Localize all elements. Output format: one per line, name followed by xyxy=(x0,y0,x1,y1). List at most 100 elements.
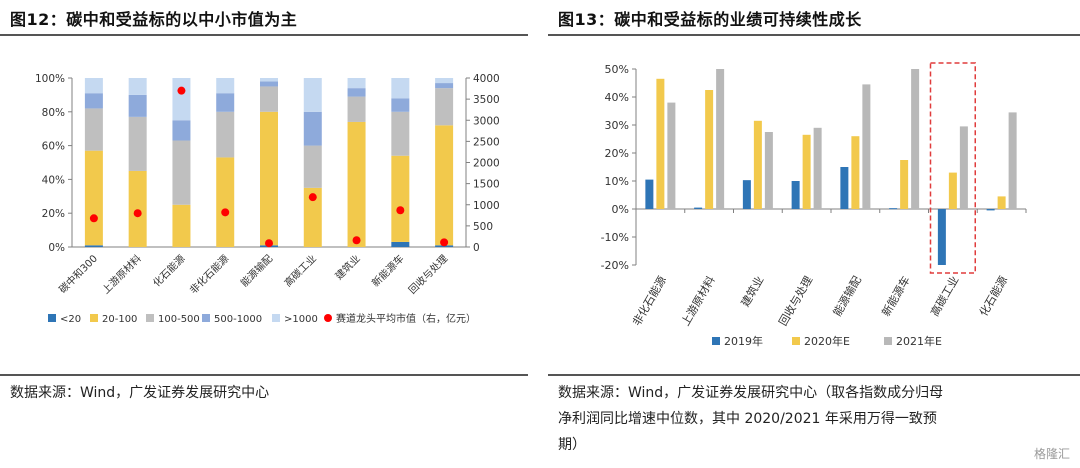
highlight-box xyxy=(929,62,976,274)
y-right-tick-label: 1000 xyxy=(473,200,500,212)
y-right-tick-label: 3500 xyxy=(473,94,500,106)
leader-market-cap-dot xyxy=(396,206,405,215)
bar-segment xyxy=(303,145,322,188)
legend-swatch xyxy=(712,337,720,345)
figure-13-source-line: 数据来源：Wind，广发证券发展研究中心（取各指数成分归母 xyxy=(558,385,944,401)
y-tick-label: -20% xyxy=(601,259,629,272)
earnings-growth-chart: -20% -10% 0% 10% 20% 30% 40% 50% 非化石能源 上游原材料 建筑业 回收… xyxy=(601,62,1027,348)
legend-label: 500-1000 xyxy=(214,314,262,325)
y-tick-label: 10% xyxy=(605,175,629,188)
bar-s2021 xyxy=(862,84,871,209)
bar-s2020 xyxy=(705,90,714,209)
bar-segment xyxy=(172,120,191,141)
bar-s2021 xyxy=(1008,112,1017,209)
bar-segment xyxy=(303,111,322,146)
x-tick-label: 上游原材料 xyxy=(99,252,144,297)
legend-swatch xyxy=(146,314,154,322)
bar-segment xyxy=(84,150,103,246)
x-tick-label: 高碳工业 xyxy=(927,274,961,319)
legend-label: 赛道龙头平均市值（右，亿元） xyxy=(336,312,476,325)
x-tick-label: 新能源车 xyxy=(879,274,913,319)
figure-12-panel: 图12：碳中和受益标的以中小市值为主 0% 20% 40% 60% 80% 100% 0 50… xyxy=(0,0,528,468)
y-right-tick-label: 2000 xyxy=(473,158,500,170)
bar-segment xyxy=(435,125,454,246)
y-tick-label: 0% xyxy=(48,242,65,254)
x-tick-label: 化石能源 xyxy=(976,274,1010,319)
leader-market-cap-dot xyxy=(352,236,361,245)
leader-market-cap-dot xyxy=(221,208,230,217)
leader-market-cap-dot xyxy=(308,193,317,202)
bar-segment xyxy=(128,78,147,95)
bar-s2020 xyxy=(851,136,860,209)
bar-s2021 xyxy=(959,126,968,209)
bar-s2019 xyxy=(986,209,995,211)
y-right-tick-label: 3000 xyxy=(473,115,500,127)
figure-12-top-rule xyxy=(0,34,528,36)
bar-s2021 xyxy=(813,127,822,209)
y-right-tick-label: 1500 xyxy=(473,179,500,191)
leader-market-cap-dot xyxy=(89,214,98,223)
bar-segment xyxy=(128,116,147,171)
x-tick-label: 新能源车 xyxy=(369,252,406,289)
bar-s2019 xyxy=(791,181,800,209)
figure-12-bottom-rule xyxy=(0,374,528,376)
bar-segment xyxy=(391,78,410,99)
bar-segment xyxy=(84,245,103,247)
legend-swatch xyxy=(48,314,56,322)
legend-swatch xyxy=(272,314,280,322)
y-right-tick-label: 500 xyxy=(473,221,493,233)
bar-s2021 xyxy=(716,69,725,209)
y-tick-label: -10% xyxy=(601,231,629,244)
x-tick-label: 能源输配 xyxy=(830,274,864,319)
legend-swatch xyxy=(90,314,98,322)
legend-label: 20-100 xyxy=(102,314,137,325)
figure-12-title: 图12：碳中和受益标的以中小市值为主 xyxy=(10,10,298,29)
x-tick-label: 非化石能源 xyxy=(629,274,669,329)
bar-s2019 xyxy=(840,167,849,209)
bar-s2021 xyxy=(667,102,676,209)
x-tick-label: 化石能源 xyxy=(150,252,187,289)
bar-s2021 xyxy=(911,69,920,209)
watermark: 格隆汇 xyxy=(1033,447,1070,461)
figure-13-source: 数据来源：Wind，广发证券发展研究中心（取各指数成分归母 净利润同比增速中位数… xyxy=(558,380,943,458)
figure-13-source-line: 净利润同比增速中位数，其中 2020/2021 年采用万得一致预 xyxy=(558,411,937,427)
bar-segment xyxy=(128,170,147,247)
bar-segment xyxy=(128,94,147,117)
leader-market-cap-dot xyxy=(133,209,142,218)
bar-s2020 xyxy=(802,134,811,209)
bar-s2020 xyxy=(948,172,957,209)
legend-swatch xyxy=(202,314,210,322)
y-tick-label: 60% xyxy=(42,141,65,153)
y-tick-label: 40% xyxy=(605,91,629,104)
legend-swatch xyxy=(792,337,800,345)
y-tick-label: 80% xyxy=(42,107,65,119)
bar-s2019 xyxy=(889,208,898,210)
bar-segment xyxy=(435,88,454,126)
bar-segment xyxy=(172,140,191,205)
y-tick-label: 40% xyxy=(42,174,65,186)
figure-13-title: 图13：碳中和受益标的业绩可持续性成长 xyxy=(558,10,862,29)
x-tick-label: 建筑业 xyxy=(332,252,362,282)
y-tick-label: 20% xyxy=(605,147,629,160)
bar-segment xyxy=(84,93,103,109)
y-tick-label: 100% xyxy=(35,73,65,85)
bar-s2019 xyxy=(937,209,946,265)
bar-segment xyxy=(303,78,322,112)
bar-segment xyxy=(216,78,235,94)
x-tick-label: 建筑业 xyxy=(738,274,767,310)
bar-segment xyxy=(260,111,278,246)
bar-segment xyxy=(435,83,454,89)
bar-segment xyxy=(260,86,278,112)
x-tick-label: 回收与处理 xyxy=(406,252,451,297)
bar-segment xyxy=(84,108,103,151)
x-tick-label: 回收与处理 xyxy=(776,274,816,329)
legend-label: 2020年E xyxy=(804,334,850,348)
x-tick-label: 高碳工业 xyxy=(281,252,318,289)
bar-segment xyxy=(216,157,235,247)
y-right-tick-label: 0 xyxy=(473,242,480,254)
bar-segment xyxy=(216,93,235,112)
leader-market-cap-dot xyxy=(440,238,449,247)
legend-swatch xyxy=(884,337,892,345)
bar-s2020 xyxy=(656,78,665,209)
bar-segment xyxy=(391,111,410,156)
